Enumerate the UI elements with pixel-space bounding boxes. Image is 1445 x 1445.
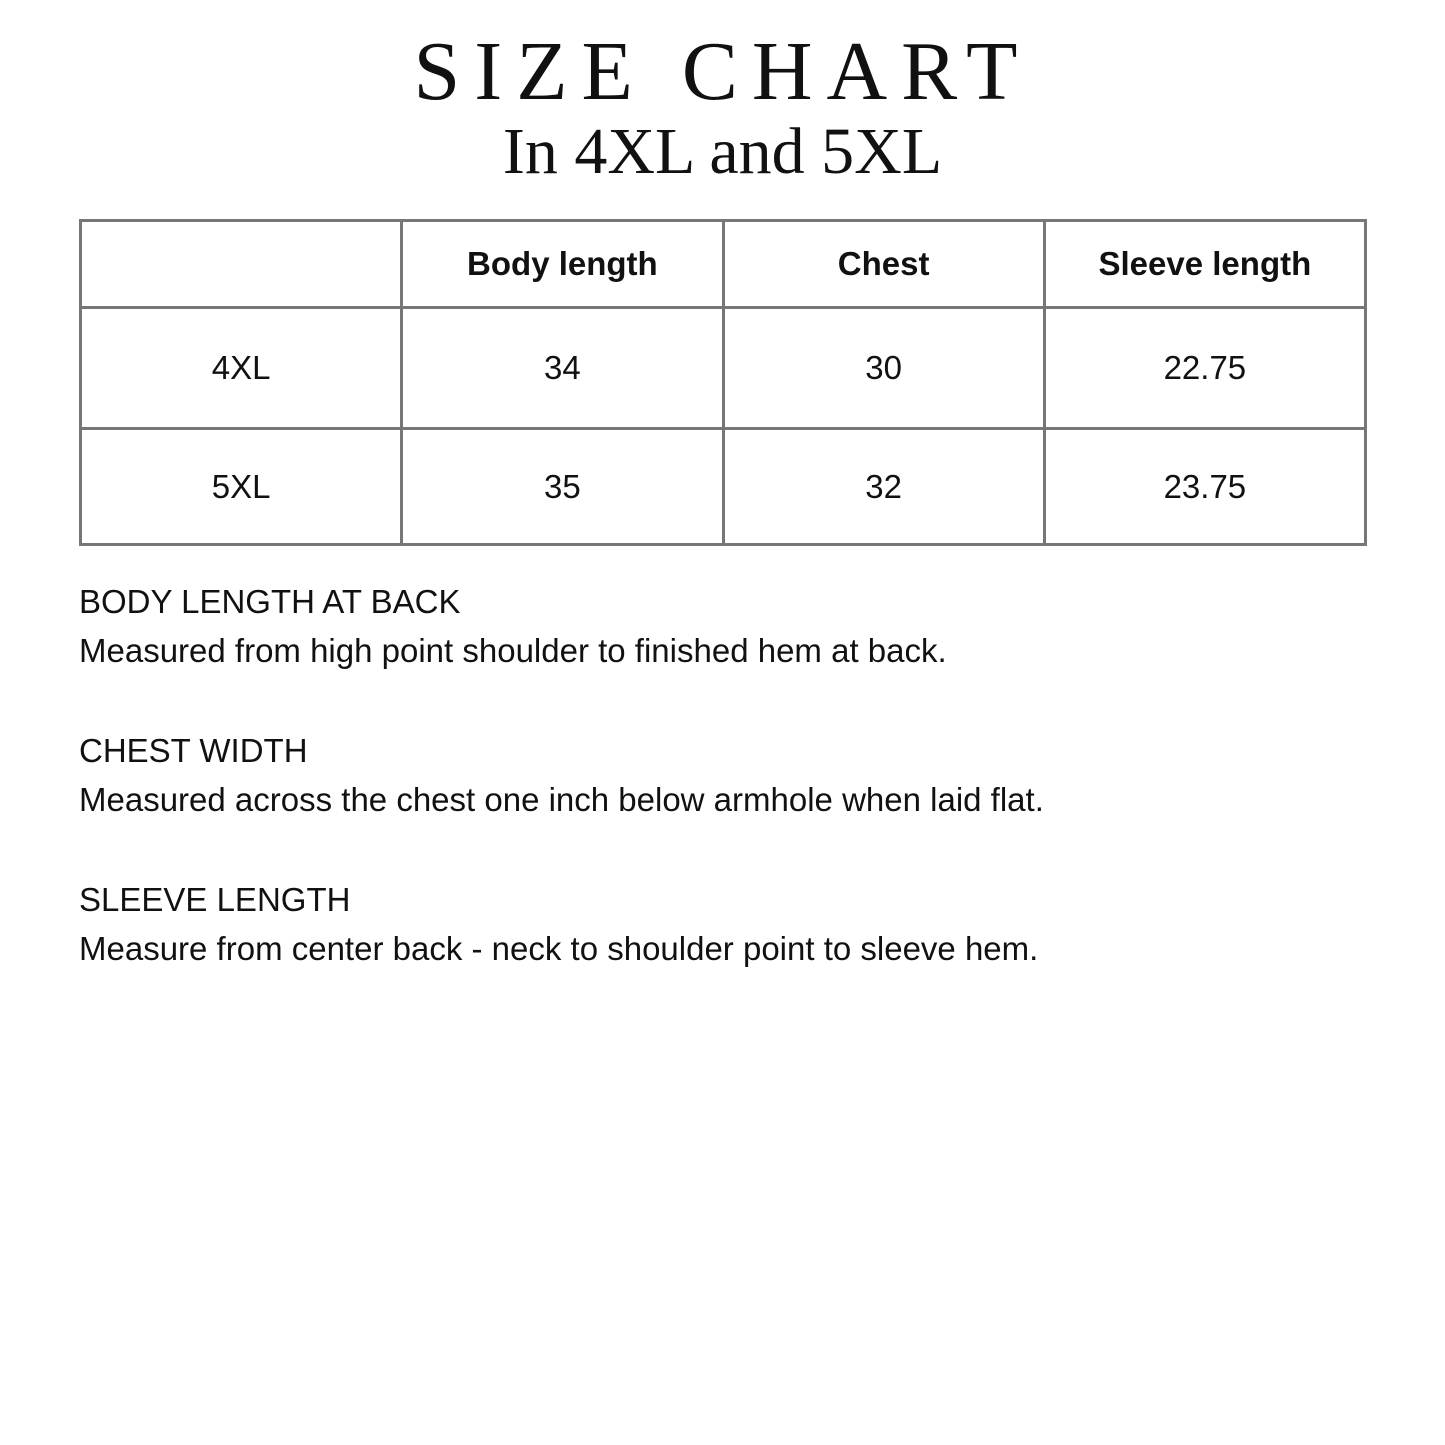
table-cell: 5XL (78, 427, 404, 546)
header-cell: Sleeve length (1042, 219, 1368, 309)
table-cell: 34 (400, 306, 725, 430)
note-body-length: BODY LENGTH AT BACK Measured from high p… (79, 577, 1044, 675)
table-header-row: Body length Chest Sleeve length (78, 219, 1368, 309)
size-table: Body length Chest Sleeve length 4XL 34 3… (78, 219, 1368, 546)
header-cell (78, 219, 404, 309)
header-cell: Chest (721, 219, 1046, 309)
note-text: Measured from high point shoulder to fin… (79, 632, 947, 669)
note-heading: SLEEVE LENGTH (79, 881, 351, 918)
page-title: SIZE CHART (413, 25, 1032, 118)
header-cell: Body length (400, 219, 725, 309)
page-subtitle: In 4XL and 5XL (502, 115, 943, 188)
table-cell: 22.75 (1042, 306, 1368, 430)
note-text: Measure from center back - neck to shoul… (79, 930, 1039, 967)
table-row: 4XL 34 30 22.75 (78, 306, 1368, 430)
table-cell: 23.75 (1042, 427, 1368, 546)
note-heading: CHEST WIDTH (79, 732, 308, 769)
note-sleeve-length: SLEEVE LENGTH Measure from center back -… (79, 875, 1044, 973)
table-cell: 30 (721, 306, 1046, 430)
note-heading: BODY LENGTH AT BACK (79, 583, 461, 620)
note-chest-width: CHEST WIDTH Measured across the chest on… (79, 726, 1044, 824)
table-cell: 32 (721, 427, 1046, 546)
measurement-notes: BODY LENGTH AT BACK Measured from high p… (79, 577, 1044, 1024)
table-cell: 35 (400, 427, 725, 546)
note-text: Measured across the chest one inch below… (79, 781, 1044, 818)
table-row: 5XL 35 32 23.75 (78, 427, 1368, 546)
table-cell: 4XL (78, 306, 404, 430)
